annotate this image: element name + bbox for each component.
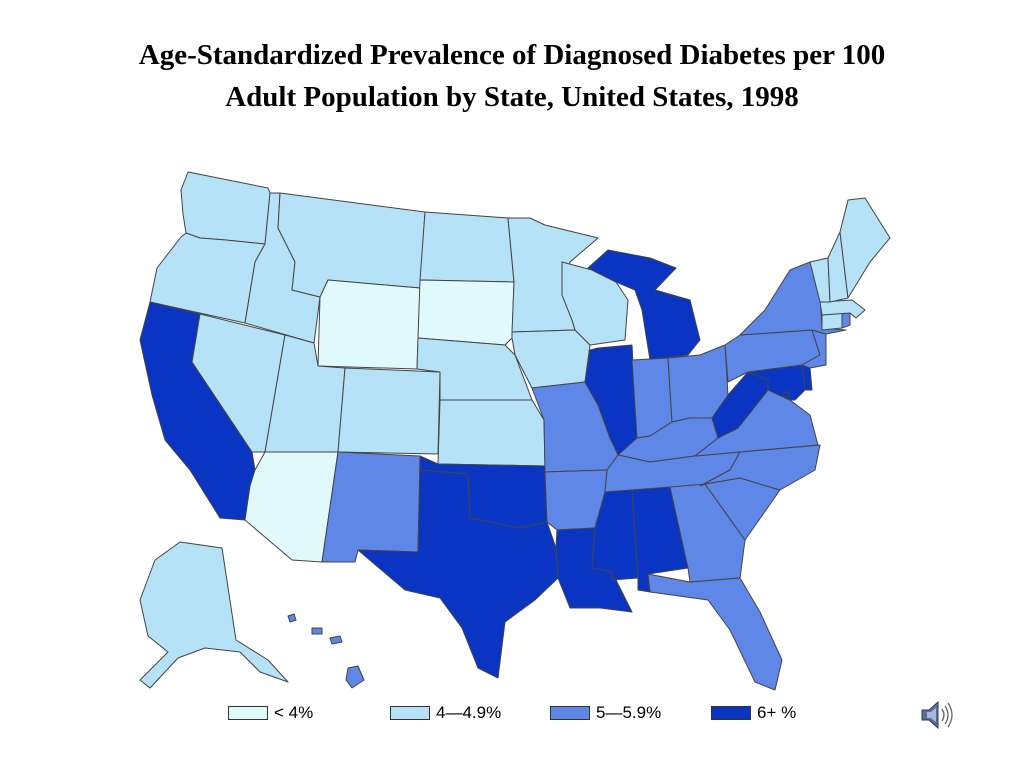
state-north-carolina: [699, 444, 821, 491]
district-of-columbia: [783, 391, 790, 398]
state-wyoming: [317, 279, 421, 370]
state-florida: [647, 573, 783, 691]
legend-label: 4—4.9%: [436, 703, 502, 722]
state-south-dakota: [417, 279, 515, 346]
title-line-2: Adult Population by State, United States…: [225, 81, 799, 113]
speaker-icon[interactable]: [918, 697, 958, 733]
state-rhode-island: [841, 312, 851, 329]
title-line-1: Age-Standardized Prevalence of Diagnosed…: [138, 39, 886, 71]
state-michigan: [587, 249, 701, 361]
state-nevada: [191, 313, 286, 453]
legend-swatch: [711, 706, 751, 720]
legend-label: 6+ %: [757, 703, 797, 722]
legend-label: < 4%: [274, 703, 314, 722]
state-montana: [277, 192, 426, 298]
legend-item-4to4-9: 4—4.9%: [390, 703, 501, 723]
state-alaska: [139, 541, 289, 689]
state-maine: [839, 197, 891, 299]
legend-item-lt4: < 4%: [228, 703, 313, 723]
state-texas: [357, 469, 559, 679]
legend-swatch: [228, 706, 268, 720]
legend-swatch: [550, 706, 590, 720]
state-massachusetts: [819, 299, 866, 319]
state-connecticut: [821, 312, 843, 331]
legend-item-5to5-9: 5—5.9%: [550, 703, 661, 723]
legend-label: 5—5.9%: [596, 703, 662, 722]
map-title: Age-Standardized Prevalence of Diagnosed…: [0, 34, 1024, 118]
state-new-mexico: [321, 451, 421, 563]
legend-swatch: [390, 706, 430, 720]
state-washington: [180, 171, 271, 245]
legend: < 4% 4—4.9% 5—5.9% 6+ %: [0, 703, 1024, 727]
legend-item-6plus: 6+ %: [711, 703, 796, 723]
state-kansas: [437, 399, 546, 467]
state-colorado: [337, 367, 441, 455]
us-choropleth-map: [139, 171, 891, 691]
state-hawaii: [287, 613, 365, 689]
state-north-dakota: [419, 211, 515, 283]
